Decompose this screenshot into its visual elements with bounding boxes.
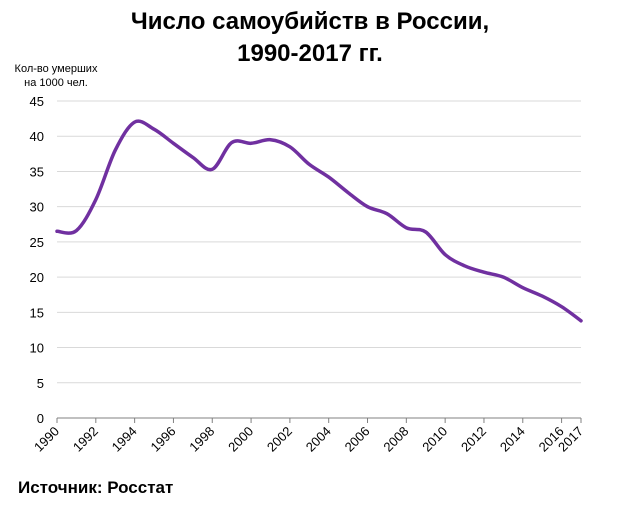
x-tick-label: 2008 [380,424,411,455]
series-line [55,119,583,323]
y-tick-label: 20 [30,270,44,285]
y-tick-label: 45 [30,94,44,109]
x-tick-label: 2000 [225,424,256,455]
x-tick-label: 1996 [148,424,179,455]
y-tick-label: 40 [30,129,44,144]
y-tick-label: 30 [30,200,44,215]
x-tick-label: 2014 [497,424,528,455]
gridlines [57,100,581,419]
x-tick-label: 1994 [109,424,140,455]
x-tick-label: 2012 [458,424,489,455]
y-axis-label: Кол-во умерших на 1000 чел. [6,62,106,90]
y-tick-label: 10 [30,341,44,356]
x-tick-label: 1992 [70,424,101,455]
y-tick-label: 25 [30,235,44,250]
series-group [55,119,583,323]
x-tick-label: 2004 [303,424,334,455]
x-tick-label: 1990 [31,424,62,455]
y-tick-label: 0 [37,411,44,426]
y-tick-label: 5 [37,376,44,391]
y-axis-label-line-2: на 1000 чел. [24,77,88,89]
chart-title-line-2: 1990-2017 гг. [237,40,383,67]
y-tick-label: 15 [30,305,44,320]
x-tick-label: 2006 [342,424,373,455]
x-tick-label: 1998 [186,424,217,455]
y-tick-label: 35 [30,164,44,179]
x-tick-labels: 1990 1992 1994 1996 1998 2000 2002 2004 2006 2008… [31,418,586,455]
x-tick-label: 2002 [264,424,295,455]
chart-title: Число самоубийств в России, 1990-2017 гг… [0,6,620,70]
x-tick-label: 2010 [419,424,450,455]
y-axis-label-line-1: Кол-во умерших [14,63,98,75]
source-note: Источник: Росстат [18,478,174,497]
chart-title-line-1: Число самоубийств в России, [130,8,490,35]
y-tick-labels: 0 5 10 15 20 25 30 35 40 45 [30,94,44,426]
